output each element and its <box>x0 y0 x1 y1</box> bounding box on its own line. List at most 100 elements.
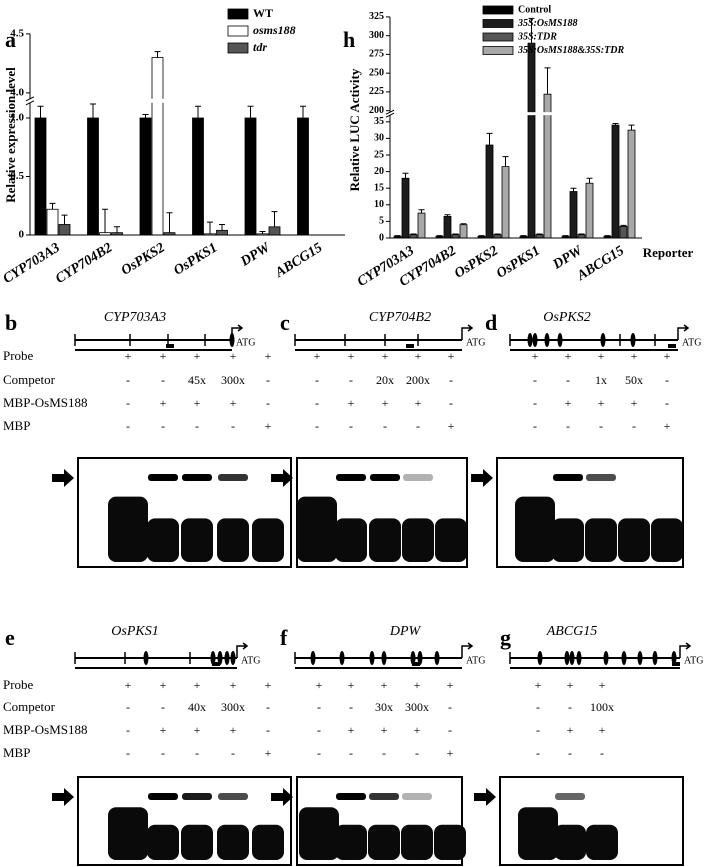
error-bar <box>207 221 213 234</box>
error-bar <box>444 214 451 217</box>
binding-site <box>381 651 387 665</box>
free-probe <box>108 496 148 562</box>
shift-band <box>370 474 400 481</box>
probe-mark <box>166 344 174 348</box>
lane-sign: + <box>414 678 421 692</box>
y-tick-label: 10 <box>374 199 384 210</box>
lane-sign: + <box>194 396 201 410</box>
lane-sign: + <box>415 396 422 410</box>
y-tick-label: 5 <box>379 216 384 227</box>
error-bar <box>604 235 611 237</box>
binding-site <box>143 651 149 665</box>
x-tick-label: OsPKS1 <box>171 240 220 278</box>
binding-site <box>310 651 316 665</box>
binding-site <box>621 651 627 665</box>
legend-swatch <box>482 46 514 55</box>
break-mark <box>25 96 35 106</box>
y-tick-label: 30 <box>374 133 384 144</box>
y-tick-label: 225 <box>369 86 384 97</box>
y-tick-label: 0 <box>379 232 384 243</box>
x-axis-label: Reporter <box>643 245 694 260</box>
legend-swatch <box>227 8 249 20</box>
panel-letter: g <box>500 625 511 650</box>
lane-sign: + <box>382 349 389 363</box>
lane-sign: - <box>449 396 453 410</box>
bar <box>443 216 452 239</box>
error-bar <box>620 224 627 227</box>
lane-sign: - <box>448 700 452 714</box>
tss-arrow <box>231 324 244 340</box>
y-axis-label: Relative LUC Activity <box>347 68 362 191</box>
free-probe <box>368 824 400 860</box>
error-bar <box>562 235 569 237</box>
error-bar <box>436 235 443 237</box>
error-bar <box>37 105 44 118</box>
legend-label: osms188 <box>253 23 296 37</box>
bar <box>58 224 71 236</box>
panel-letter: c <box>280 310 290 335</box>
lane-sign: + <box>160 396 167 410</box>
free-probe <box>435 518 467 562</box>
y-tick-label: 4.0 <box>10 86 24 98</box>
gene-name: OsPKS1 <box>111 624 158 639</box>
error-bar <box>394 235 401 237</box>
panel-letter: h <box>343 27 355 52</box>
row-label: MBP <box>3 418 30 433</box>
error-bar <box>102 208 108 233</box>
lane-sign: + <box>631 396 638 410</box>
lane-sign: - <box>349 419 353 433</box>
lane-sign: - <box>665 396 669 410</box>
lane-sign: + <box>599 678 606 692</box>
binding-site <box>630 333 636 347</box>
error-bar <box>142 113 149 118</box>
error-bar <box>259 230 266 234</box>
binding-site <box>544 333 550 347</box>
lane-sign: - <box>317 746 321 760</box>
lane-sign: + <box>382 396 389 410</box>
lane-sign: + <box>447 678 454 692</box>
free-probe <box>108 807 148 860</box>
lane-sign: - <box>231 419 235 433</box>
shift-band <box>555 793 585 800</box>
free-probe <box>252 518 284 562</box>
atg-label: ATG <box>241 655 260 666</box>
error-bar <box>90 103 96 118</box>
lane-sign: - <box>566 419 570 433</box>
y-tick-label: 0.5 <box>10 170 24 182</box>
bar <box>139 117 152 236</box>
binding-site <box>637 651 643 665</box>
legend-swatch <box>227 42 249 54</box>
lane-sign: + <box>265 419 272 433</box>
error-bar <box>418 209 425 214</box>
free-probe <box>434 824 466 860</box>
error-bar <box>114 226 120 233</box>
legend-label: tdr <box>253 40 267 54</box>
lane-sign: + <box>415 349 422 363</box>
error-bar <box>578 233 585 235</box>
shift-band <box>148 793 178 800</box>
lane-sign: - <box>349 700 353 714</box>
lane-sign: - <box>536 700 540 714</box>
bar <box>627 129 636 239</box>
lane-sign: + <box>348 678 355 692</box>
lane-sign: 300x <box>221 373 245 387</box>
binding-site <box>210 651 216 665</box>
lane-sign: 200x <box>406 373 430 387</box>
break-mark <box>385 109 395 118</box>
error-bar <box>520 235 527 237</box>
binding-site <box>557 333 563 347</box>
atg-label: ATG <box>684 655 703 666</box>
lane-sign: - <box>317 700 321 714</box>
binding-site <box>576 651 582 665</box>
error-bar <box>402 172 409 179</box>
bar <box>501 166 510 239</box>
binding-site <box>217 651 223 665</box>
lane-sign: - <box>126 419 130 433</box>
axis-break-gap <box>24 98 345 103</box>
lane-sign: + <box>265 746 272 760</box>
atg-label: ATG <box>466 337 485 348</box>
lane-sign: - <box>266 723 270 737</box>
error-bar <box>195 105 201 118</box>
legend-label: WT <box>253 6 273 20</box>
